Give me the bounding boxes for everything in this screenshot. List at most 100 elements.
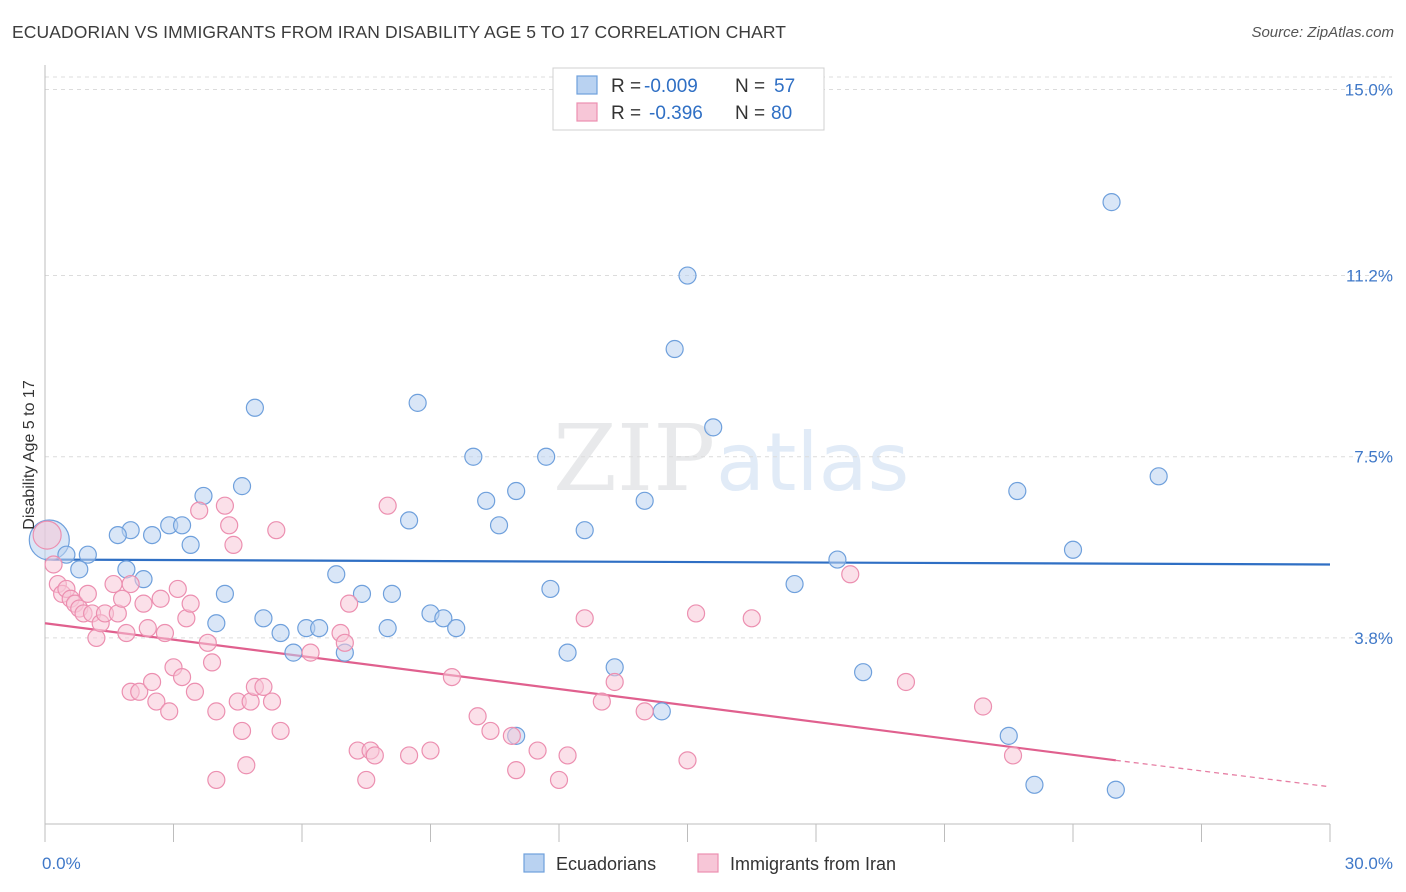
- data-point: [160, 702, 179, 721]
- legend-swatch-iran: [576, 102, 598, 122]
- data-point: [32, 520, 62, 550]
- data-point: [327, 565, 346, 584]
- data-point: [215, 496, 234, 515]
- data-point: [190, 501, 209, 520]
- data-point: [284, 643, 303, 662]
- series-iran: [32, 496, 1023, 790]
- data-point: [357, 770, 376, 790]
- legend-n-value-2: 80: [771, 103, 792, 124]
- data-point: [1106, 780, 1125, 799]
- data-point: [549, 770, 569, 790]
- bottom-legend-ecuadorians: Ecuadorians: [556, 854, 656, 874]
- y-tick-label: 7.5%: [1354, 448, 1393, 467]
- data-point: [232, 477, 252, 496]
- data-point: [408, 393, 427, 412]
- grid-lines: [45, 76, 1392, 639]
- data-point: [507, 761, 526, 780]
- data-point: [464, 447, 483, 466]
- data-point: [378, 496, 397, 515]
- data-point: [382, 584, 402, 603]
- data-point: [151, 589, 170, 608]
- data-point: [142, 672, 162, 692]
- x-tick-label-end: 30.0%: [1345, 854, 1393, 873]
- data-point: [468, 707, 487, 726]
- legend-n-label-1: N =: [735, 76, 765, 97]
- data-point: [44, 555, 63, 574]
- legend-r-value-2: -0.396: [649, 103, 703, 124]
- data-point: [104, 574, 123, 594]
- series-legend: Ecuadorians Immigrants from Iran: [523, 853, 896, 874]
- trend-line-ecuadorians: [44, 558, 1331, 566]
- data-point: [142, 525, 162, 545]
- data-point: [365, 746, 384, 765]
- data-point: [172, 667, 192, 687]
- trend-line-iran: [44, 622, 1116, 762]
- data-point: [134, 594, 153, 613]
- bottom-legend-iran: Immigrants from Iran: [730, 854, 896, 874]
- data-point: [635, 491, 654, 510]
- data-point: [138, 619, 157, 638]
- data-point: [1025, 775, 1044, 794]
- data-point: [207, 702, 226, 721]
- data-point: [434, 609, 453, 628]
- legend-swatch-ecuadorians: [576, 75, 598, 95]
- data-point: [112, 589, 132, 608]
- data-point: [202, 653, 222, 672]
- data-point: [220, 516, 239, 535]
- data-point: [254, 677, 273, 696]
- data-point: [447, 619, 466, 638]
- data-point: [785, 574, 804, 594]
- data-point: [121, 574, 140, 594]
- data-point: [78, 545, 97, 564]
- data-point: [172, 516, 192, 535]
- data-point: [70, 560, 89, 579]
- data-point: [854, 663, 873, 682]
- data-point: [147, 692, 166, 711]
- data-point: [537, 447, 556, 466]
- watermark: ZIP atlas: [553, 405, 909, 512]
- data-point: [245, 398, 264, 417]
- data-point: [507, 481, 526, 501]
- data-point: [271, 721, 290, 741]
- data-point: [117, 623, 136, 643]
- data-point: [130, 682, 149, 701]
- data-point: [481, 721, 500, 741]
- axes: [44, 65, 1331, 842]
- data-point: [999, 726, 1018, 745]
- data-points: [28, 193, 1168, 799]
- series-ecuadorians: [28, 193, 1168, 799]
- data-point: [185, 682, 205, 701]
- data-point: [502, 726, 521, 745]
- data-point: [378, 619, 397, 638]
- data-point: [477, 491, 496, 510]
- data-point: [1003, 746, 1023, 765]
- data-point: [896, 672, 916, 692]
- data-point: [207, 614, 226, 633]
- legend-n-label-2: N =: [735, 103, 765, 124]
- data-point: [605, 672, 624, 692]
- data-point: [310, 619, 329, 638]
- data-point: [678, 751, 697, 770]
- data-point: [592, 692, 611, 711]
- legend-r-value-1: -0.009: [644, 76, 698, 97]
- x-tick-label-start: 0.0%: [42, 854, 81, 873]
- data-point: [665, 339, 684, 359]
- data-point: [558, 746, 577, 765]
- data-point: [181, 594, 200, 613]
- data-point: [575, 609, 594, 628]
- data-point: [224, 535, 243, 554]
- data-point: [828, 550, 847, 569]
- data-point: [489, 516, 509, 535]
- stats-legend-box: [552, 67, 825, 131]
- data-point: [301, 643, 320, 662]
- y-tick-label: 15.0%: [1345, 80, 1393, 99]
- data-point: [237, 756, 256, 775]
- y-tick-label: 11.2%: [1346, 267, 1393, 286]
- watermark-zip: ZIP: [553, 405, 715, 512]
- stats-legend: R = -0.009 N = 57 R = -0.396 N = 80: [552, 67, 825, 131]
- source-label: Source: ZipAtlas.com: [1251, 24, 1394, 41]
- data-point: [421, 741, 440, 760]
- chart-title: ECUADORIAN VS IMMIGRANTS FROM IRAN DISAB…: [12, 22, 787, 42]
- data-point: [335, 633, 354, 652]
